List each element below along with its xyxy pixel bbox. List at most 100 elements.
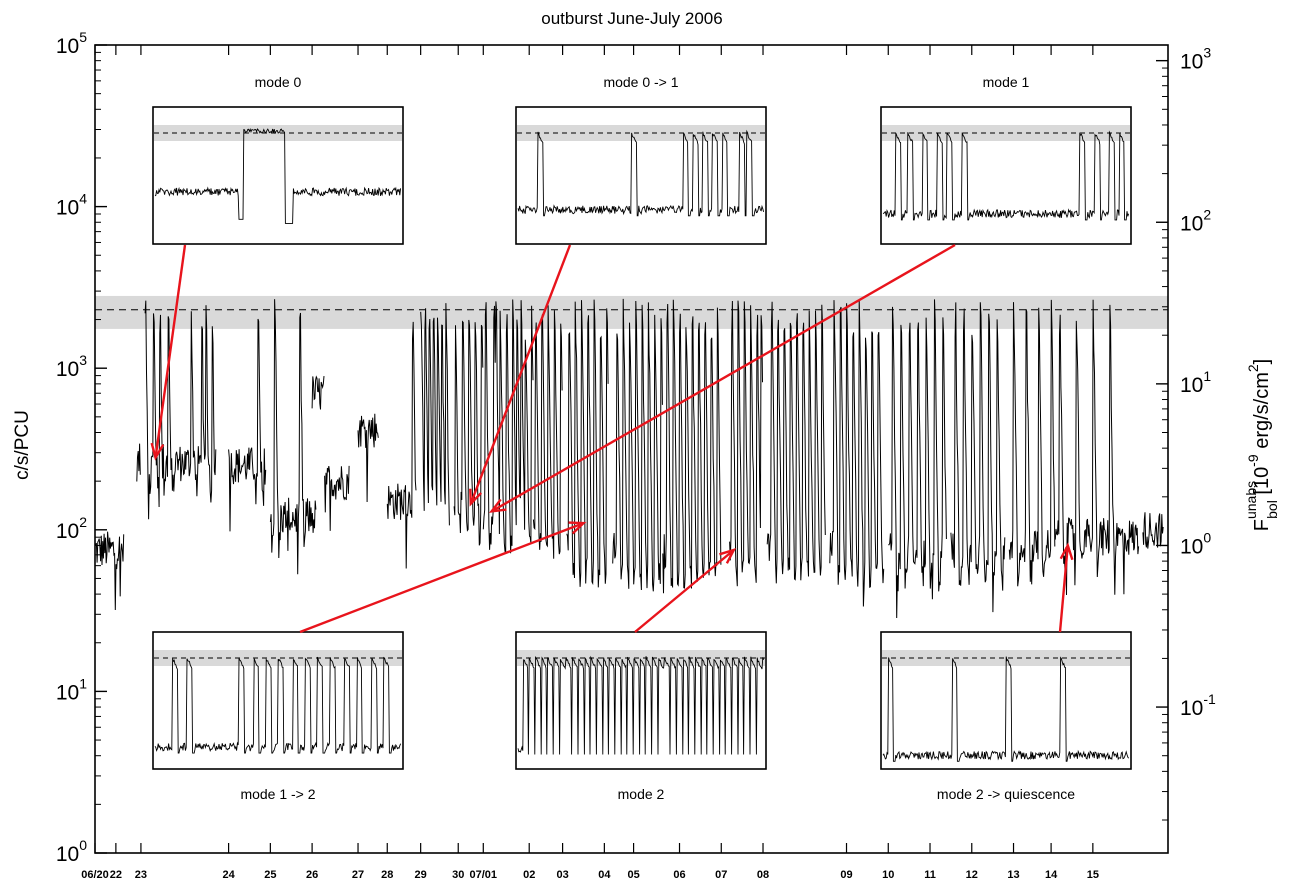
pointer-arrow xyxy=(299,521,584,634)
arrow-head xyxy=(469,488,483,507)
x-tick-label: 25 xyxy=(264,869,276,881)
pointer-arrow xyxy=(1058,545,1069,633)
threshold-band-layer xyxy=(95,295,1168,329)
inset-panel: mode 1 xyxy=(880,74,1132,245)
light-curve-segment xyxy=(662,299,722,594)
pointer-arrow xyxy=(634,549,735,633)
x-tick-label: 10 xyxy=(882,869,894,881)
chart-title: outburst June-July 2006 xyxy=(541,9,722,28)
x-tick-label: 07 xyxy=(715,869,727,881)
inset-curve xyxy=(517,655,765,755)
y2-tick-label: 102 xyxy=(1180,206,1211,235)
plot-frame xyxy=(94,44,1169,854)
inset-label: mode 2 -> quiescence xyxy=(937,786,1075,802)
x-tick-label: 26 xyxy=(306,869,318,881)
x-tick-label: 08 xyxy=(757,869,769,881)
light-curve-segment xyxy=(453,319,484,546)
arrow-head xyxy=(1059,542,1074,561)
x-tick-label: 03 xyxy=(556,869,568,881)
inset-band xyxy=(882,125,1130,141)
light-curve-segment xyxy=(950,302,1006,613)
x-tick-label: 30 xyxy=(452,869,464,881)
light-curve-segment xyxy=(269,299,317,575)
inset-label: mode 2 xyxy=(618,786,665,802)
arrow-head xyxy=(488,498,507,513)
pointer-arrow xyxy=(154,244,187,458)
inset-band xyxy=(154,650,402,666)
x-tick-label: 05 xyxy=(627,869,639,881)
arrow-head xyxy=(719,548,737,564)
x-tick-label: 02 xyxy=(523,869,535,881)
x-tick-label: 27 xyxy=(352,869,364,881)
x-tick-label: 12 xyxy=(966,869,978,881)
light-curve-segment xyxy=(566,299,609,588)
y2-axis-label: Funabs bol [10-9 erg/s/cm2] xyxy=(1243,359,1280,531)
inset-curve xyxy=(154,127,402,224)
light-curve-segment xyxy=(136,443,141,482)
arrow-head xyxy=(150,442,165,461)
inset-curve xyxy=(154,656,402,754)
light-curve-segment xyxy=(612,298,663,592)
inset-curve xyxy=(882,656,1129,762)
light-curve-segment xyxy=(1054,299,1140,596)
light-curve-segment xyxy=(1008,299,1056,587)
arrows-layer xyxy=(150,243,1074,634)
light-curve-segment xyxy=(729,300,763,587)
y2-tick-label: 103 xyxy=(1180,45,1211,74)
x-tick-label: 14 xyxy=(1045,869,1058,881)
light-curve-segment xyxy=(357,413,379,503)
x-tick-label: 09 xyxy=(840,869,852,881)
y2-tick-label: 100 xyxy=(1180,529,1211,558)
y-tick-label: 103 xyxy=(56,352,87,381)
x-tick-label: 28 xyxy=(381,869,393,881)
light-curve-segment xyxy=(766,301,826,584)
inset-label: mode 0 xyxy=(255,74,302,90)
light-curve-segment xyxy=(420,303,450,526)
light-curve-layer xyxy=(94,298,1164,619)
light-curve-segment xyxy=(532,305,563,559)
light-curve-segment xyxy=(94,531,125,611)
x-tick-label: 06/20 xyxy=(81,869,109,881)
x-tick-label: 29 xyxy=(415,869,427,881)
x-tick-label: 06 xyxy=(673,869,685,881)
inset-panel: mode 2 -> quiescence xyxy=(880,631,1132,802)
y-tick-label: 101 xyxy=(56,675,87,704)
light-curve-segment xyxy=(386,321,417,569)
x-tick-label: 15 xyxy=(1087,869,1099,881)
y-tick-label: 100 xyxy=(56,837,87,866)
x-tick-label: 07/01 xyxy=(470,869,498,881)
inset-curve xyxy=(517,129,765,217)
light-curve-segment xyxy=(829,299,885,607)
inset-label: mode 1 -> 2 xyxy=(240,786,315,802)
inset-label: mode 1 xyxy=(983,74,1030,90)
y-tick-label: 104 xyxy=(56,191,87,220)
inset-panel: mode 0 -> 1 xyxy=(515,74,767,245)
y-tick-label: 105 xyxy=(56,29,87,58)
y-axis-label: c/s/PCU xyxy=(12,410,33,480)
light-curve-segment xyxy=(228,318,267,532)
light-curve-segment xyxy=(144,300,217,520)
y-tick-label: 102 xyxy=(56,514,87,543)
inset-panel: mode 0 xyxy=(152,74,404,245)
inset-panel: mode 2 xyxy=(515,631,767,802)
x-tick-label: 11 xyxy=(924,869,936,881)
x-tick-label: 24 xyxy=(222,869,235,881)
light-curve-segment xyxy=(482,299,534,554)
x-tick-label: 23 xyxy=(135,869,147,881)
inset-panel: mode 1 -> 2 xyxy=(152,631,404,802)
x-tick-label: 13 xyxy=(1007,869,1019,881)
inset-curve xyxy=(882,130,1130,221)
light-curve-segment xyxy=(888,299,947,619)
pointer-arrow xyxy=(469,244,572,505)
light-curve-segment xyxy=(1142,512,1164,549)
y2-tick-label: 10-1 xyxy=(1180,691,1216,720)
axes-layer: 10010110210310410510-1100101102103Funabs… xyxy=(56,29,1280,881)
y2-tick-label: 101 xyxy=(1180,368,1211,397)
x-tick-label: 04 xyxy=(598,869,611,881)
insets-layer: mode 0 mode 0 -> 1 mode 1 mode 1 -> 2 mode 2… xyxy=(152,74,1132,802)
inset-label: mode 0 -> 1 xyxy=(603,74,678,90)
arrow-head xyxy=(568,521,587,535)
light-curve-segment xyxy=(324,465,350,531)
